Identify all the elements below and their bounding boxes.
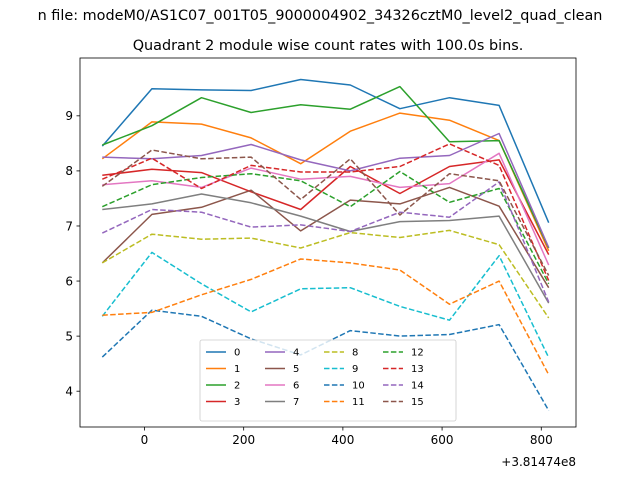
legend-label-15: 15 [411,397,424,408]
series-lines [101,78,550,411]
legend-label-0: 0 [234,348,240,359]
y-tick-label: 4 [65,385,73,399]
legend-label-4: 4 [293,348,299,359]
series-line-1 [101,112,550,252]
legend-label-8: 8 [352,348,358,359]
chart-title: Quadrant 2 module wise count rates with … [133,38,524,54]
axes-border [79,57,577,428]
legend-label-14: 14 [411,381,424,392]
y-tick-label: 8 [65,164,73,178]
series-line-2 [102,85,550,249]
legend-label-1: 1 [234,364,240,375]
axis-ticks: 0 200 400 600 800 4 5 6 7 8 9 [65,109,552,447]
series-line-15 [101,149,550,276]
x-tick-label: 200 [232,433,255,447]
x-tick-label: 600 [431,433,454,447]
series-line-14 [101,181,550,303]
series-line-13 [102,143,550,281]
series-line-9 [101,251,550,358]
legend-label-12: 12 [411,348,424,359]
series-line-4 [102,132,550,248]
y-tick-label: 9 [65,109,73,123]
x-tick-label: 0 [141,433,149,447]
legend-label-5: 5 [293,364,299,375]
legend-label-6: 6 [293,381,299,392]
legend-label-11: 11 [352,397,365,408]
figure-suptitle: n file: modeM0/AS1C07_001T05_9000004902_… [38,8,603,24]
y-tick-label: 6 [65,274,73,288]
x-tick-label: 400 [331,433,354,447]
x-axis-offset-label: +3.81474e8 [501,455,576,469]
series-line-7 [102,193,550,304]
legend-label-9: 9 [352,364,358,375]
legend-label-10: 10 [352,381,365,392]
legend-label-7: 7 [293,397,299,408]
series-line-0 [101,78,550,223]
legend-label-2: 2 [234,381,240,392]
legend-label-13: 13 [411,364,424,375]
series-line-6 [102,152,550,266]
y-tick-label: 7 [65,219,73,233]
series-line-11 [102,258,550,376]
series-line-8 [101,229,550,319]
x-tick-label: 800 [530,433,553,447]
series-line-12 [101,170,550,285]
series-line-3 [102,159,550,255]
series-line-10 [101,309,550,411]
legend-label-3: 3 [234,397,240,408]
y-tick-label: 5 [65,329,73,343]
